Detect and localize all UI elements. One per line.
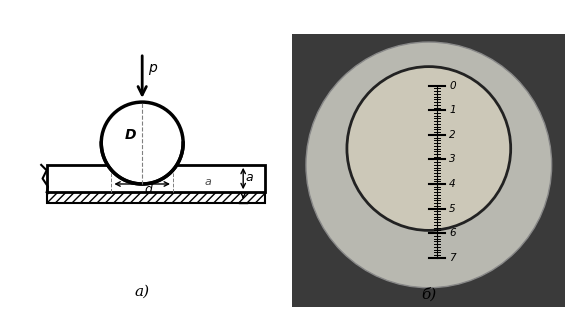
Circle shape xyxy=(347,66,510,230)
Text: 7: 7 xyxy=(449,253,456,263)
Text: p: p xyxy=(148,61,156,75)
Bar xyxy=(47,165,265,192)
Text: 4: 4 xyxy=(449,179,456,189)
Text: a: a xyxy=(205,177,212,187)
Text: 5: 5 xyxy=(449,203,456,213)
Text: a: a xyxy=(246,171,254,184)
Text: б): б) xyxy=(421,287,436,302)
Polygon shape xyxy=(101,143,183,184)
Text: 2: 2 xyxy=(449,130,456,140)
Text: а): а) xyxy=(135,285,150,299)
Bar xyxy=(47,192,265,203)
Circle shape xyxy=(101,102,183,184)
Text: 1: 1 xyxy=(449,105,456,115)
Text: 3: 3 xyxy=(449,154,456,164)
Text: 0: 0 xyxy=(449,81,456,91)
Text: d: d xyxy=(144,183,152,196)
Ellipse shape xyxy=(306,42,552,288)
Text: 6: 6 xyxy=(449,228,456,238)
Text: D: D xyxy=(124,128,136,142)
